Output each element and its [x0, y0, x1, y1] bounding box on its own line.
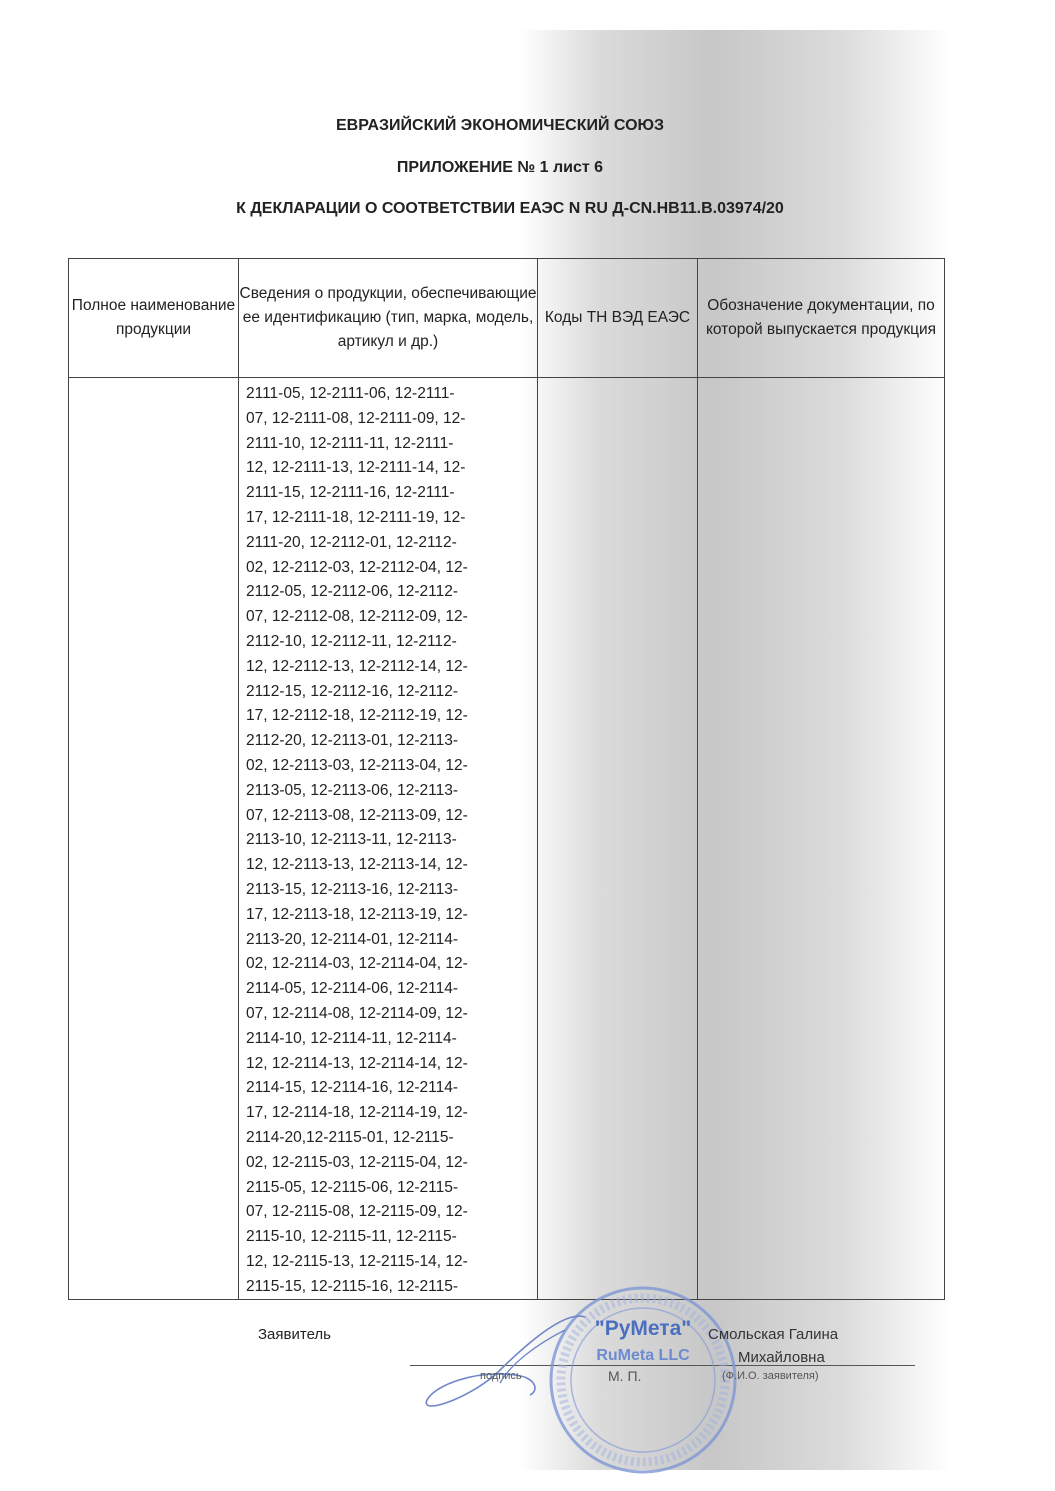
declaration-title: К ДЕКЛАРАЦИИ О СООТВЕТСТВИИ ЕАЭС N RU Д-…: [236, 200, 784, 217]
model-line: 12, 12-2112-13, 12-2112-14, 12-: [246, 657, 468, 675]
model-line: 2115-05, 12-2115-06, 12-2115-: [246, 1178, 458, 1196]
appendix-title: ПРИЛОЖЕНИЕ № 1 лист 6: [396, 159, 604, 176]
model-line: 2111-05, 12-2111-06, 12-2111-: [246, 385, 455, 402]
model-line: 2114-15, 12-2114-16, 12-2114-: [246, 1079, 458, 1097]
model-line: 2113-05, 12-2113-06, 12-2113-: [246, 781, 458, 799]
col-identification: Сведения о продукции, обеспечивающие ее …: [238, 258, 538, 378]
cell-documentation: [697, 376, 945, 1301]
applicant-name-line2: Михайловна: [738, 1349, 825, 1366]
signature-line: [410, 1365, 915, 1366]
col-documentation: Обозначение документации, по которой вып…: [697, 258, 945, 378]
model-line: 2113-10, 12-2113-11, 12-2113-: [246, 831, 457, 849]
model-line: 07, 12-2115-08, 12-2115-09, 12-: [246, 1203, 468, 1221]
model-line: 17, 12-2113-18, 12-2113-19, 12-: [246, 905, 468, 923]
model-line: 07, 12-2114-08, 12-2114-09, 12-: [246, 1004, 468, 1022]
model-line: 2113-20, 12-2114-01, 12-2114-: [246, 930, 458, 948]
applicant-name-line1: Смольская Галина: [708, 1326, 839, 1343]
table-header-row: Полное наименование продукции Сведения о…: [68, 258, 945, 378]
model-line: 12, 12-2115-13, 12-2115-14, 12-: [246, 1252, 468, 1270]
model-line: 2115-10, 12-2115-11, 12-2115-: [246, 1228, 457, 1246]
cell-hs-codes: [537, 376, 698, 1301]
products-table: Полное наименование продукции Сведения о…: [68, 258, 945, 1301]
model-line: 2112-05, 12-2112-06, 12-2112-: [246, 583, 458, 601]
model-line: 2112-15, 12-2112-16, 12-2112-: [246, 682, 458, 700]
model-line: 07, 12-2112-08, 12-2112-09, 12-: [246, 608, 468, 626]
signature-scribble: [425, 1315, 586, 1407]
stamp-text-en: RuMeta LLC: [596, 1347, 690, 1364]
model-line: 02, 12-2115-03, 12-2115-04, 12-: [246, 1153, 468, 1171]
model-line: 07, 12-2113-08, 12-2113-09, 12-: [246, 806, 468, 824]
model-line: 12, 12-2114-13, 12-2114-14, 12-: [246, 1054, 468, 1072]
model-line: 02, 12-2113-03, 12-2113-04, 12-: [246, 756, 468, 774]
name-caption: (Ф.И.О. заявителя): [722, 1370, 819, 1382]
model-line: 2114-10, 12-2114-11, 12-2114-: [246, 1029, 457, 1047]
cell-models: 2111-05, 12-2111-06, 12-2111- 07, 12-2111…: [238, 376, 538, 1301]
model-line: 2111-10, 12-2111-11, 12-2111-: [246, 434, 454, 452]
model-line: 17, 12-2112-18, 12-2112-19, 12-: [246, 707, 468, 725]
model-line: 2111-20, 12-2112-01, 12-2112-: [246, 533, 457, 551]
model-line: 2114-20,12-2115-01, 12-2115-: [246, 1128, 454, 1146]
col-hs-codes: Коды ТН ВЭД ЕАЭС: [537, 258, 698, 378]
cell-full-name: [68, 376, 239, 1301]
table-row: 2111-05, 12-2111-06, 12-2111- 07, 12-2111…: [68, 376, 945, 1301]
model-line: 02, 12-2112-03, 12-2112-04, 12-: [246, 558, 468, 576]
model-line: 2112-10, 12-2112-11, 12-2112-: [246, 632, 457, 650]
model-line: 17, 12-2111-18, 12-2111-19, 12-: [246, 508, 466, 526]
signature-caption: подпись: [480, 1370, 522, 1382]
model-line: 17, 12-2114-18, 12-2114-19, 12-: [246, 1104, 468, 1122]
seal-caption: М. П.: [608, 1368, 642, 1384]
union-title: ЕВРАЗИЙСКИЙ ЭКОНОМИЧЕСКИЙ СОЮЗ: [335, 117, 665, 134]
col-full-name: Полное наименование продукции: [68, 258, 239, 378]
stamp-text-ru: "РуМета": [595, 1317, 691, 1340]
model-line: 2111-15, 12-2111-16, 12-2111-: [246, 484, 455, 502]
model-line: 02, 12-2114-03, 12-2114-04, 12-: [246, 955, 468, 973]
company-seal: "РуМета" RuMeta LLC: [549, 1286, 737, 1474]
model-line: 07, 12-2111-08, 12-2111-09, 12-: [246, 409, 466, 427]
applicant-label: Заявитель: [258, 1326, 331, 1343]
model-line: 12, 12-2111-13, 12-2111-14, 12-: [246, 459, 466, 477]
model-line: 12, 12-2113-13, 12-2113-14, 12-: [246, 856, 468, 874]
model-line: 2113-15, 12-2113-16, 12-2113-: [246, 880, 458, 898]
model-line: 2114-05, 12-2114-06, 12-2114-: [246, 980, 458, 998]
model-line: 2112-20, 12-2113-01, 12-2113-: [246, 732, 458, 750]
model-line: 2115-15, 12-2115-16, 12-2115-: [246, 1277, 458, 1295]
